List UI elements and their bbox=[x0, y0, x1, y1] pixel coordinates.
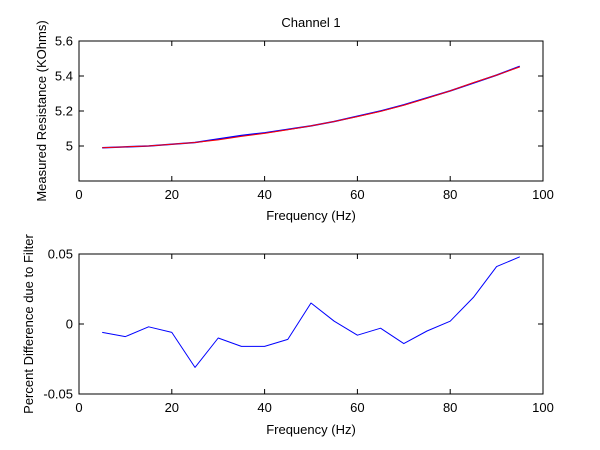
top-x-tick-label: 20 bbox=[165, 187, 179, 202]
top-x-tick-label: 100 bbox=[532, 187, 554, 202]
bottom-x-tick-label: 100 bbox=[532, 400, 554, 415]
top-x-tick-label: 60 bbox=[350, 187, 364, 202]
top-plot-ticks: 0 20 40 60 80 100 5 5.2 5.4 5.6 bbox=[55, 34, 554, 203]
bottom-x-tick-label: 20 bbox=[165, 400, 179, 415]
top-y-tick-label: 5.2 bbox=[55, 104, 73, 119]
top-y-tick-label: 5 bbox=[66, 139, 73, 154]
bottom-plot-marks bbox=[102, 256, 520, 368]
top-y-tick-label: 5.6 bbox=[55, 34, 73, 49]
bottom-plot-x-axis-label: Frequency (Hz) bbox=[266, 422, 356, 437]
top-plot: Channel 1 0 20 40 60 80 100 5 5.2 5.4 5.6 Frequen… bbox=[34, 15, 554, 223]
top-x-tick-label: 0 bbox=[75, 187, 82, 202]
top-x-tick-label: 40 bbox=[257, 187, 271, 202]
top-plot-title: Channel 1 bbox=[281, 15, 340, 30]
bottom-y-tick-label: 0.05 bbox=[48, 247, 73, 262]
bottom-plot-y-axis-label: Percent Difference due to Filter bbox=[21, 233, 36, 413]
bottom-y-tick-label: 0 bbox=[66, 317, 73, 332]
bottom-x-tick-label: 60 bbox=[350, 400, 364, 415]
bottom-x-tick-label: 80 bbox=[443, 400, 457, 415]
top-plot-y-axis-label: Measured Resistance (KOhms) bbox=[34, 20, 49, 201]
bottom-y-tick-label: -0.05 bbox=[43, 387, 73, 402]
top-plot-x-axis-label: Frequency (Hz) bbox=[266, 208, 356, 223]
top-x-tick-label: 80 bbox=[443, 187, 457, 202]
bottom-x-tick-label: 40 bbox=[257, 400, 271, 415]
top-plot-marks bbox=[102, 65, 521, 149]
bottom-x-tick-label: 0 bbox=[75, 400, 82, 415]
top-y-tick-label: 5.4 bbox=[55, 69, 73, 84]
